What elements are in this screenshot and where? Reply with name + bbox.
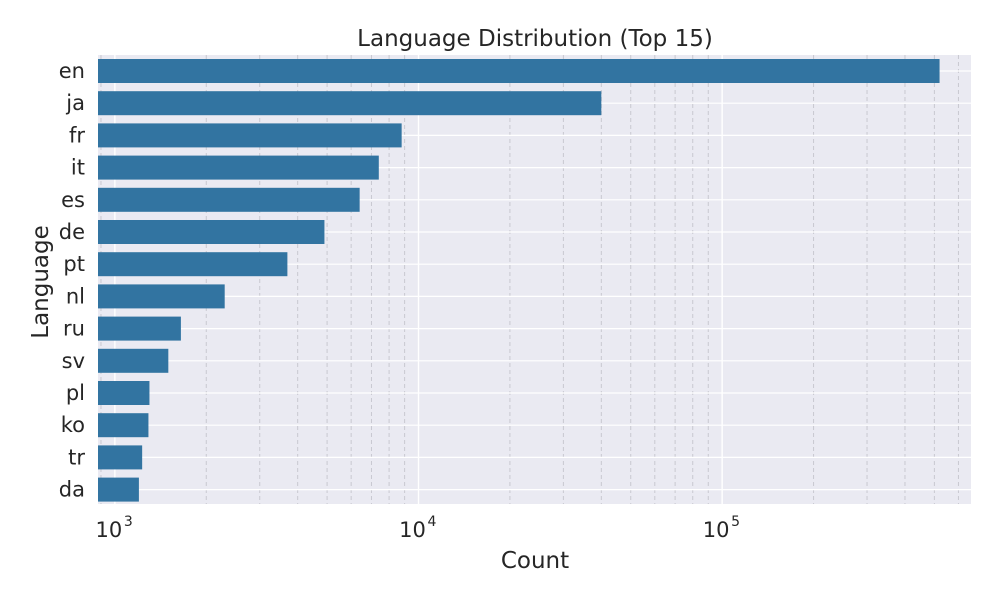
plot-background	[98, 55, 971, 504]
x-tick-exponent: 5	[731, 514, 740, 530]
category-label-tr: tr	[68, 445, 85, 469]
bar-de	[98, 220, 325, 244]
bar-ko	[98, 413, 149, 438]
x-tick-label: 10	[399, 518, 426, 542]
category-label-ru: ru	[63, 317, 85, 341]
x-tick-labels: 10 3 10 4 10 5	[95, 514, 740, 542]
x-tick-exponent: 3	[124, 514, 133, 530]
bar-en	[98, 59, 940, 83]
bar-pl	[98, 381, 150, 405]
category-label-ja: ja	[65, 91, 85, 115]
x-axis-label: Count	[501, 548, 569, 574]
bar-nl	[98, 284, 225, 309]
bar-tr	[98, 445, 143, 470]
category-label-sv: sv	[62, 349, 85, 373]
bar-ja	[98, 91, 602, 116]
bar-pt	[98, 252, 288, 277]
category-label-ko: ko	[61, 413, 85, 437]
bar-es	[98, 187, 360, 212]
chart-title: Language Distribution (Top 15)	[357, 26, 713, 52]
y-axis-label: Language	[28, 225, 54, 339]
x-tick-label: 10	[703, 518, 730, 542]
x-tick-exponent: 4	[428, 514, 437, 530]
category-label-de: de	[59, 220, 85, 244]
category-label-en: en	[59, 59, 85, 83]
category-label-es: es	[61, 188, 85, 212]
category-label-pl: pl	[66, 381, 85, 405]
category-labels: en ja fr it es de pt nl ru sv pl ko tr da	[59, 59, 86, 502]
bar-it	[98, 155, 379, 180]
x-tick-label: 10	[95, 518, 122, 542]
bars-layer	[98, 59, 940, 502]
category-label-it: it	[71, 156, 85, 180]
category-label-da: da	[59, 478, 85, 502]
bar-ru	[98, 316, 181, 341]
bar-fr	[98, 123, 402, 148]
category-label-fr: fr	[69, 123, 85, 147]
bar-sv	[98, 348, 169, 373]
category-label-nl: nl	[66, 284, 85, 308]
category-label-pt: pt	[63, 252, 85, 276]
bar-da	[98, 477, 139, 502]
